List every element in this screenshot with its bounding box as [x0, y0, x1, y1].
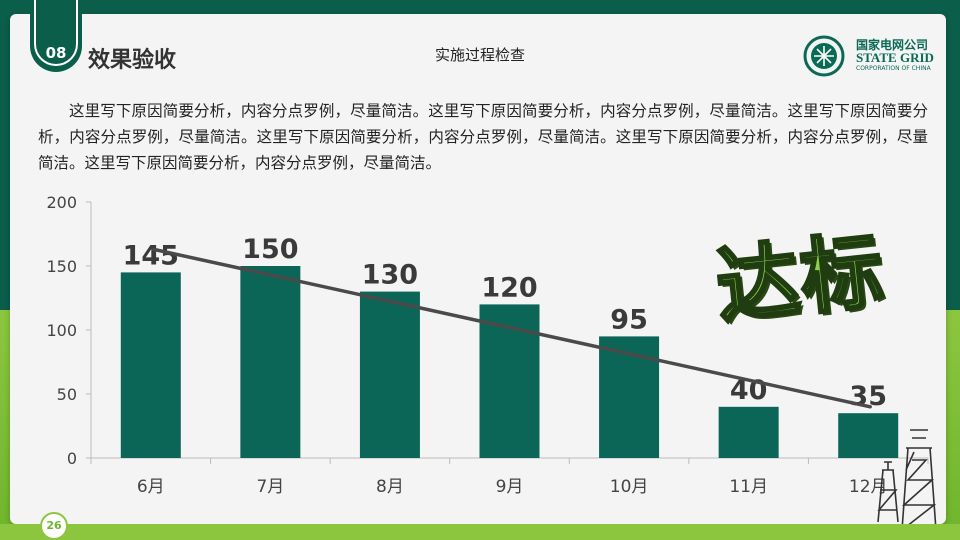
logo-subtitle: CORPORATION OF CHINA	[856, 65, 931, 72]
section-title: 效果验收	[88, 48, 177, 73]
bar-1	[120, 272, 181, 458]
x-tick-label: 10月	[610, 477, 649, 497]
x-tick-label: 7月	[256, 477, 284, 497]
state-grid-emblem-icon	[803, 35, 845, 77]
data-label: 145	[123, 240, 179, 271]
x-tick-label: 8月	[376, 477, 404, 497]
bar-3	[359, 291, 420, 458]
bar-4	[479, 304, 540, 458]
bar-6	[718, 406, 779, 458]
y-tick-label: 200	[46, 193, 77, 212]
data-label: 120	[481, 272, 537, 303]
x-tick-label: 9月	[496, 477, 524, 497]
bottom-bar	[0, 524, 960, 540]
trend-line	[152, 247, 872, 409]
section-tab	[30, 0, 82, 72]
section-number: 08	[45, 44, 67, 62]
data-label: 130	[362, 260, 418, 291]
data-label: 150	[242, 234, 298, 265]
logo-name-en: STATE GRID	[856, 50, 934, 65]
slide-title: 实施过程检查	[434, 46, 525, 64]
y-tick-label: 150	[46, 257, 77, 276]
bar-2	[240, 266, 301, 458]
state-grid-logo: 国家电网公司 STATE GRID CORPORATION OF CHINA	[800, 34, 940, 78]
y-tick-label: 50	[57, 385, 77, 404]
analysis-paragraph: 这里写下原因简要分析，内容分点罗例，尽量简洁。这里写下原因简要分析，内容分点罗例…	[38, 102, 928, 172]
logo-name-cn: 国家电网公司	[856, 38, 929, 52]
page-number: 26	[40, 512, 68, 540]
y-tick-label: 100	[46, 321, 77, 340]
x-tick-label: 12月	[849, 477, 888, 497]
y-tick-label: 0	[67, 449, 77, 468]
x-tick-label: 11月	[729, 477, 768, 497]
bar-7	[838, 413, 899, 458]
x-tick-label: 6月	[137, 477, 165, 497]
data-label: 95	[610, 304, 648, 335]
qualified-stamp: 达标	[711, 222, 891, 337]
